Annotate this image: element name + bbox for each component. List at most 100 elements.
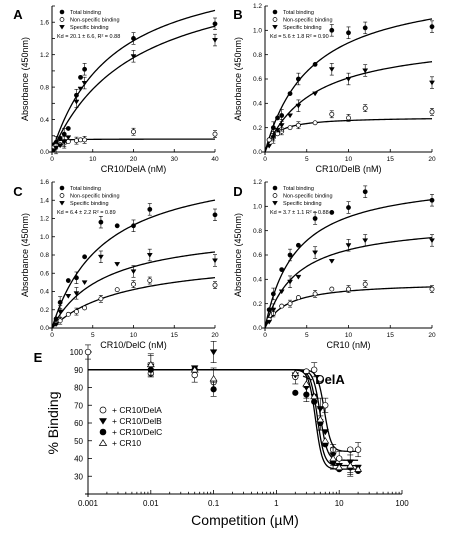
point-non-specific-binding: [82, 305, 88, 311]
point-non-specific-binding: [295, 122, 301, 128]
point-non-specific-binding: [312, 291, 318, 297]
fit-curve-nonspecific: [264, 118, 433, 153]
legend-marker: [59, 9, 65, 15]
point-total-binding: [329, 210, 335, 215]
x-axis-title: Competition (µM): [191, 512, 299, 528]
point-specific-binding: [295, 103, 302, 109]
point-cr10-dela: [354, 446, 362, 453]
point-total-binding: [65, 278, 71, 283]
x-tick-label: 10: [345, 156, 353, 163]
point-specific-binding: [81, 280, 88, 286]
legend-marker: [59, 17, 65, 22]
point-total-binding: [57, 135, 63, 141]
panel-letter: D: [233, 184, 242, 199]
x-tick-label: 0: [50, 156, 54, 163]
point-cr10-delb: [209, 349, 218, 356]
legend-marker: [59, 25, 65, 30]
y-tick-label: 0.4: [253, 277, 262, 284]
x-axis-title: CR10/DelC (nM): [100, 340, 167, 350]
point-total-binding: [275, 115, 280, 121]
point-total-binding: [212, 212, 218, 218]
point-non-specific-binding: [362, 105, 368, 111]
point-cr10-dela: [336, 455, 343, 462]
point-specific-binding: [53, 322, 60, 328]
legend-marker: [59, 185, 65, 191]
y-tick-label: 0.8: [253, 52, 262, 59]
y-tick-label: 70: [74, 401, 83, 410]
point-non-specific-binding: [147, 278, 153, 283]
point-specific-binding: [429, 80, 435, 86]
x-axis-title: CR10/DelA (nM): [101, 164, 167, 174]
y-tick-label: 0.4: [253, 101, 262, 108]
point-total-binding: [114, 223, 120, 229]
legend-marker: [272, 193, 278, 198]
y-tick-label: 0.2: [40, 307, 49, 314]
legend-marker: [272, 9, 278, 15]
point-specific-binding: [345, 243, 352, 249]
point-total-binding: [295, 76, 301, 82]
y-tick-label: 0.0: [40, 325, 49, 332]
point-cr10: [354, 465, 363, 472]
y-tick-label: 1.2: [253, 3, 262, 10]
x-tick-label: 0: [50, 332, 54, 339]
y-tick-label: 0.0: [253, 325, 262, 332]
x-tick-label: 20: [211, 332, 219, 339]
x-tick-label: 10: [130, 332, 138, 339]
point-total-binding: [295, 242, 301, 248]
point-cr10: [329, 454, 338, 462]
point-specific-binding: [328, 67, 335, 73]
y-tick-label: 1.0: [40, 234, 49, 241]
point-non-specific-binding: [429, 109, 435, 115]
y-tick-label: 1.0: [253, 204, 262, 211]
y-tick-label: 30: [74, 472, 83, 481]
y-tick-label: 1.2: [40, 216, 49, 223]
panel-letter: B: [233, 7, 242, 22]
x-tick-label: 0: [263, 332, 267, 339]
point-total-binding: [74, 275, 79, 281]
point-specific-binding: [362, 238, 369, 244]
y-tick-label: 0.8: [253, 228, 262, 235]
point-non-specific-binding: [131, 129, 136, 135]
point-specific-binding: [65, 135, 72, 141]
y-axis-title: Absorbance (450nm): [233, 37, 243, 121]
point-cr10-delb: [321, 429, 330, 436]
point-non-specific-binding: [279, 303, 285, 309]
legend-label: Specific binding: [283, 25, 322, 31]
point-cr10: [146, 360, 155, 368]
point-cr10: [316, 415, 325, 423]
point-specific-binding: [278, 289, 285, 295]
y-axis-title: % Binding: [45, 391, 61, 454]
point-total-binding: [131, 36, 136, 41]
y-tick-label: 1.0: [253, 28, 262, 35]
y-tick-label: 0.4: [40, 289, 49, 296]
point-non-specific-binding: [346, 286, 351, 292]
legend-label: Total binding: [283, 10, 314, 16]
legend-label: + CR10: [112, 438, 141, 448]
point-specific-binding: [266, 319, 273, 325]
y-tick-label: 50: [74, 437, 83, 446]
point-non-specific-binding: [295, 295, 301, 301]
point-specific-binding: [295, 274, 302, 280]
y-tick-label: 0.6: [40, 270, 49, 277]
legend-label: Non-specific binding: [70, 194, 120, 200]
legend-marker: [59, 193, 65, 198]
point-specific-binding: [270, 135, 277, 141]
point-cr10-dela: [84, 348, 92, 356]
y-tick-label: 0.0: [253, 149, 262, 156]
panel-d: 0.0 0.2 0.4 0.6 0.8 1.0 1.2 0 5 10 15 20 CR10 (nM) Ab…: [233, 179, 436, 350]
legend-marker: [99, 428, 107, 436]
point-non-specific-binding: [131, 281, 136, 287]
point-total-binding: [279, 267, 285, 272]
point-total-binding: [287, 91, 293, 96]
legend-label: Specific binding: [70, 201, 109, 207]
legend-marker: [59, 201, 65, 206]
y-tick-label: 1.6: [40, 19, 49, 26]
y-axis-title: Absorbance (450nm): [20, 213, 30, 297]
x-tick-label: 15: [387, 332, 395, 339]
legend-label: Non-specific binding: [70, 18, 120, 24]
point-total-binding: [57, 300, 63, 305]
legend-label: Non-specific binding: [283, 18, 333, 24]
point-non-specific-binding: [329, 111, 335, 117]
y-tick-label: 1.4: [40, 197, 49, 204]
y-tick-label: 1.6: [40, 179, 49, 186]
